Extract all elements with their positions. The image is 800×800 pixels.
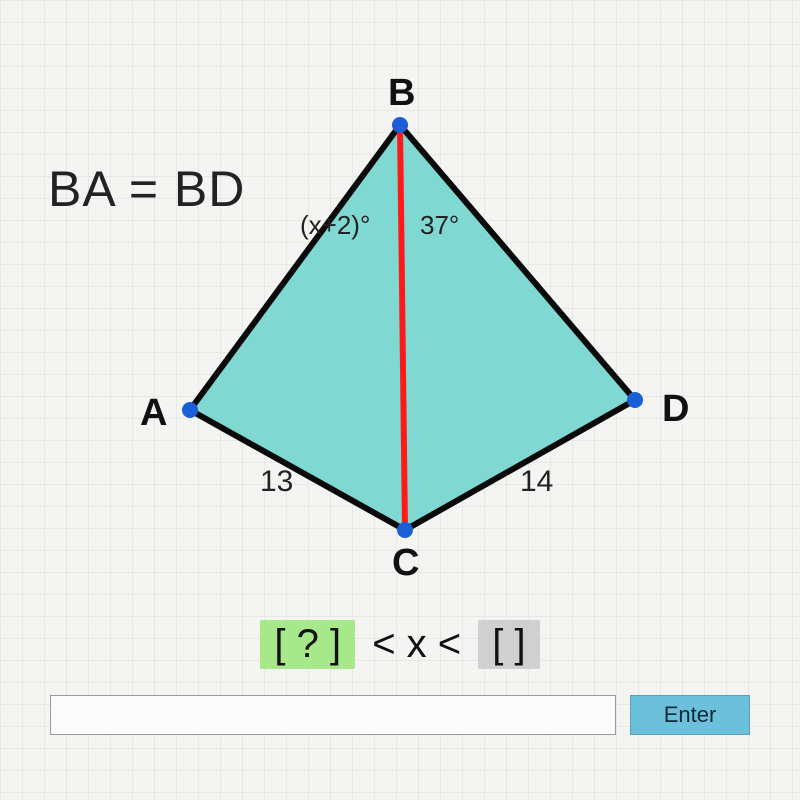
answer-input[interactable] [50, 695, 616, 735]
vertex-c-point [397, 522, 413, 538]
input-row: Enter [50, 695, 750, 735]
answer-expression: [ ? ] < x < [ ] [0, 620, 800, 669]
answer-middle: < x < [372, 622, 461, 666]
vertex-a-point [182, 402, 198, 418]
vertex-d-point [627, 392, 643, 408]
angle-label-right: 37° [420, 210, 459, 241]
vertex-label-c: C [392, 542, 419, 585]
stage: BA = BD B A D C (x+2)° 37° 13 14 [ ? ] <… [0, 0, 800, 800]
angle-label-left: (x+2)° [300, 210, 370, 241]
answer-left-box[interactable]: [ ? ] [260, 620, 355, 669]
vertex-b-point [392, 117, 408, 133]
vertex-label-b: B [388, 72, 415, 115]
vertex-label-a: A [140, 392, 167, 435]
enter-button[interactable]: Enter [630, 695, 750, 735]
edge-label-ac: 13 [260, 465, 293, 499]
quadrilateral-abcd [190, 125, 635, 530]
edge-label-cd: 14 [520, 465, 553, 499]
answer-right-box[interactable]: [ ] [478, 620, 539, 669]
vertex-label-d: D [662, 388, 689, 431]
